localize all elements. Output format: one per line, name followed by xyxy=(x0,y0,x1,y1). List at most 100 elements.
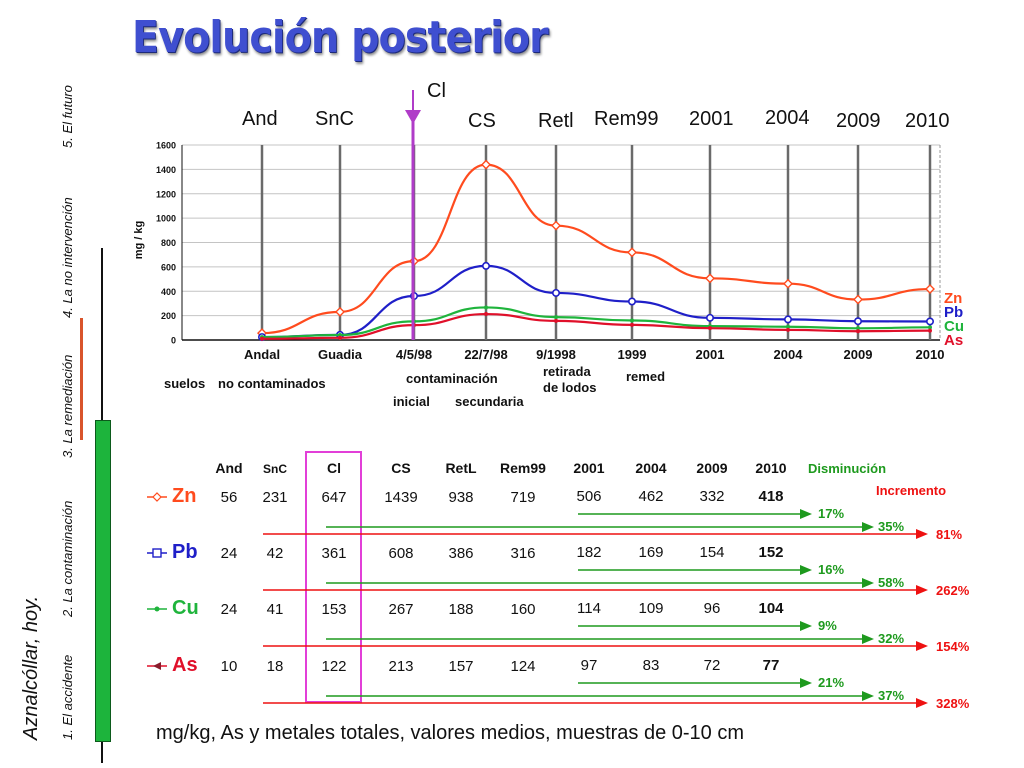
group-label-secundaria: secundaria xyxy=(455,394,524,409)
y-tick-400: 400 xyxy=(161,287,176,297)
point-zn-4 xyxy=(551,220,561,231)
arrowhead-cl-2010-as xyxy=(862,691,874,701)
point-pb-6 xyxy=(705,313,714,322)
data-table: And SnC Cl CS RetL Rem99 2001 2004 2009 2010 Dismi… xyxy=(147,451,970,711)
cl-arrow-head xyxy=(405,110,421,124)
cell-as-retl: 157 xyxy=(448,658,473,675)
cell-cu-and: 24 xyxy=(221,601,238,618)
cell-cu-2004: 109 xyxy=(638,600,663,617)
cell-as-2010: 77 xyxy=(763,657,780,674)
cell-zn-cs: 1439 xyxy=(384,489,417,506)
legend-cu: Cu xyxy=(944,318,964,335)
cell-pb-snc: 42 xyxy=(267,545,284,562)
x-label-andal: Andal xyxy=(244,347,280,362)
point-zn-8 xyxy=(853,294,863,305)
table-header-cl: Cl xyxy=(327,460,341,476)
table-header-cs: CS xyxy=(391,460,410,476)
cl-marker xyxy=(405,90,421,340)
x-label-2004: 2004 xyxy=(774,347,804,362)
row-element-cu: Cu xyxy=(172,597,199,619)
point-cu-5 xyxy=(630,318,634,323)
point-pb-3 xyxy=(481,261,490,270)
group-label-contaminacion: contaminación xyxy=(406,371,498,386)
cell-cu-snc: 41 xyxy=(267,601,284,618)
pct-and-2010-as: 328% xyxy=(936,696,970,711)
point-zn-5 xyxy=(627,247,637,258)
cell-cu-cs: 267 xyxy=(388,601,413,618)
point-as-7 xyxy=(786,327,790,332)
pct-2001-2010-pb: 16% xyxy=(818,562,844,577)
point-as-6 xyxy=(708,326,712,331)
nav-current-section-bar xyxy=(95,420,111,742)
cell-zn-cl: 647 xyxy=(321,489,346,506)
cell-zn-2009: 332 xyxy=(699,488,724,505)
arrowhead-2001-2010-as xyxy=(800,678,812,688)
incremento-label: Incremento xyxy=(876,483,946,498)
arrowhead-and-2010-pb xyxy=(916,585,928,595)
x-label-2009: 2009 xyxy=(844,347,873,362)
cell-pb-retl: 386 xyxy=(448,545,473,562)
cell-zn-snc: 231 xyxy=(262,489,287,506)
pct-2001-2010-as: 21% xyxy=(818,675,844,690)
series-lines xyxy=(257,159,935,342)
x-label-2001: 2001 xyxy=(696,347,725,362)
pct-and-2010-cu: 154% xyxy=(936,639,970,654)
arrowhead-and-2010-as xyxy=(916,698,928,708)
cell-pb-and: 24 xyxy=(221,545,238,562)
x-sublabel-remed: remed xyxy=(626,369,665,384)
top-label-2010: 2010 xyxy=(905,110,950,132)
arrowhead-2001-2010-zn xyxy=(800,509,812,519)
series-line-as xyxy=(261,312,931,340)
pct-2001-2010-cu: 9% xyxy=(818,618,837,633)
cell-cu-2009: 96 xyxy=(704,600,721,617)
table-header-2001: 2001 xyxy=(573,460,604,476)
arrowhead-2001-2010-cu xyxy=(800,621,812,631)
point-cu-8 xyxy=(856,326,860,331)
cell-zn-rem99: 719 xyxy=(510,489,535,506)
caption: mg/kg, As y metales totales, valores med… xyxy=(156,722,745,744)
disminucion-label: Disminución xyxy=(808,461,886,476)
y-tick-1600: 1600 xyxy=(156,141,176,151)
x-label-2010: 2010 xyxy=(916,347,945,362)
top-label-cs: CS xyxy=(468,110,496,132)
point-as-9 xyxy=(928,328,932,333)
top-label-2001: 2001 xyxy=(689,108,734,130)
cell-cu-2001: 114 xyxy=(577,600,601,617)
y-axis: 0 200 400 600 800 1000 1200 1400 1600 xyxy=(156,141,176,346)
cell-zn-2004: 462 xyxy=(638,488,663,505)
point-cu-3 xyxy=(484,305,488,310)
table-header-rem99: Rem99 xyxy=(500,460,546,476)
pct-cl-2010-pb: 58% xyxy=(878,575,904,590)
point-pb-8 xyxy=(853,317,862,326)
pct-and-2010-pb: 262% xyxy=(936,583,970,598)
cell-zn-2001: 506 xyxy=(576,488,601,505)
pct-cl-2010-zn: 35% xyxy=(878,519,904,534)
pct-cl-2010-cu: 32% xyxy=(878,631,904,646)
point-cu-1 xyxy=(338,333,342,338)
cell-as-rem99: 124 xyxy=(510,658,535,675)
point-as-4 xyxy=(554,318,558,323)
cell-as-snc: 18 xyxy=(267,658,284,675)
arrowhead-2001-2010-pb xyxy=(800,565,812,575)
pct-2001-2010-zn: 17% xyxy=(818,506,844,521)
cell-pb-rem99: 316 xyxy=(510,545,535,562)
cell-pb-2009: 154 xyxy=(699,544,724,561)
cell-pb-2001: 182 xyxy=(576,544,601,561)
table-header-snc: SnC xyxy=(263,462,287,476)
top-label-snc: SnC xyxy=(315,108,354,130)
cell-pb-2010: 152 xyxy=(758,544,783,561)
row-element-pb: Pb xyxy=(172,541,198,563)
y-tick-600: 600 xyxy=(161,262,176,272)
point-as-1 xyxy=(338,335,342,340)
table-header-2004: 2004 xyxy=(635,460,666,476)
point-cu-4 xyxy=(554,315,558,320)
top-label-rem99: Rem99 xyxy=(594,108,659,130)
point-as-0 xyxy=(260,336,264,341)
cell-as-2001: 97 xyxy=(581,657,598,674)
table-header-and: And xyxy=(215,460,242,476)
row-element-zn: Zn xyxy=(172,485,196,507)
cell-zn-and: 56 xyxy=(221,489,238,506)
x-label-22-7-98: 22/7/98 xyxy=(464,347,507,362)
y-tick-0: 0 xyxy=(171,336,176,346)
table-row-pb: Pb 24 42 361 608 386 316 182 169 154 152 16% 58% 262% xyxy=(147,541,970,598)
